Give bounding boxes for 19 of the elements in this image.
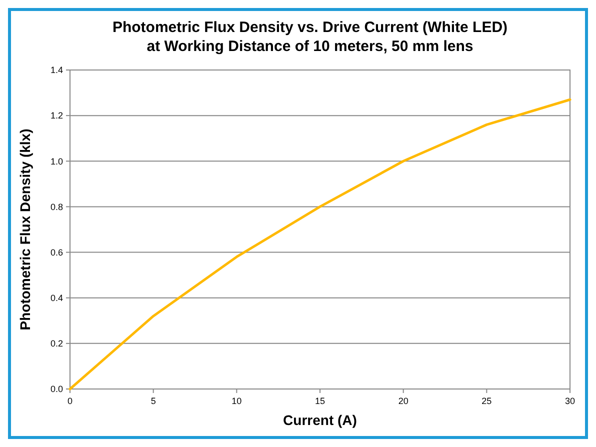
y-tick-label: 1.4 bbox=[50, 65, 63, 76]
x-tick-label: 25 bbox=[482, 396, 492, 406]
x-tick-label: 5 bbox=[150, 396, 156, 406]
x-tick-label: 0 bbox=[67, 396, 73, 406]
x-tick-label: 10 bbox=[232, 396, 242, 406]
line-series bbox=[68, 98, 572, 390]
x-tick-label: 15 bbox=[314, 396, 326, 406]
x-tick-label: 20 bbox=[398, 396, 408, 406]
y-tick-label: 0.2 bbox=[50, 338, 63, 349]
y-tick-label: 0.6 bbox=[50, 247, 63, 258]
y-tick-label: 0.0 bbox=[50, 384, 63, 394]
y-tick-label: 0.4 bbox=[50, 293, 63, 304]
y-axis-title: Photometric Flux Density (klx) bbox=[17, 128, 33, 330]
y-tick-label: 1.2 bbox=[50, 110, 63, 121]
x-axis-title: Current (A) bbox=[283, 412, 357, 428]
chart-title: Photometric Flux Density vs. Drive Current (White LED) at Working Distance of 10 meters, 50 mm lens bbox=[112, 19, 508, 55]
y-tick-label: 1.0 bbox=[50, 156, 63, 166]
x-tick-label: 30 bbox=[564, 396, 576, 406]
y-tick-label: 0.8 bbox=[50, 202, 63, 212]
